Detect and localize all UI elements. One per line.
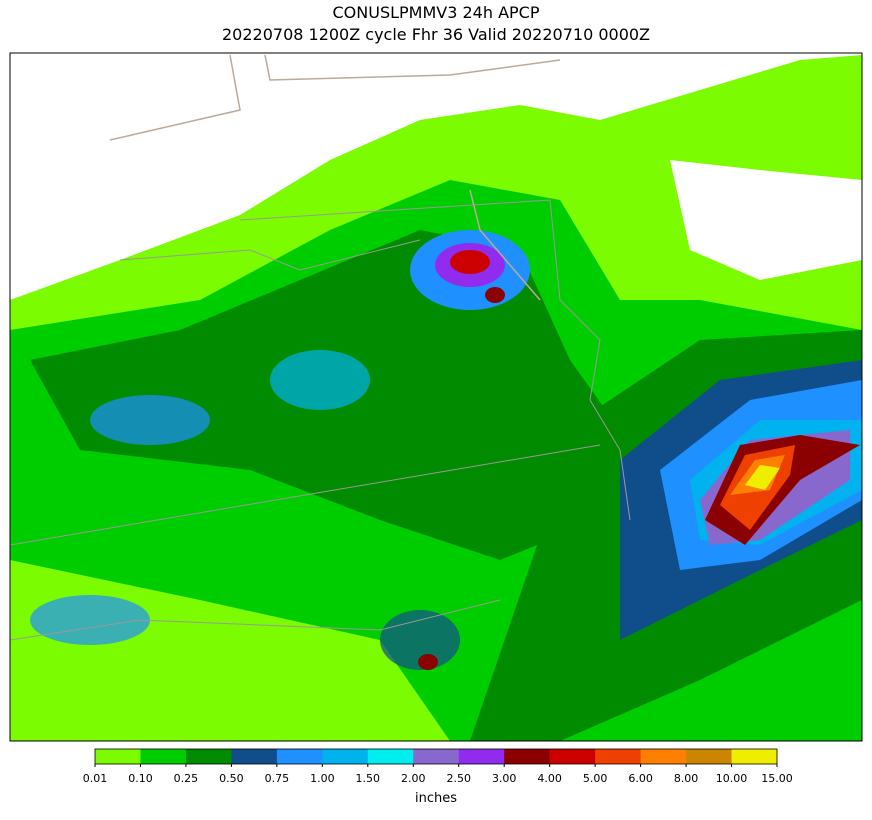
tick-label: 1.50 [356,772,381,785]
tick-label: 2.50 [446,772,471,785]
colorbar-segment [367,749,414,764]
colorbar-segment [640,749,687,764]
colorbar-segment [231,749,278,764]
colorbar-segment [686,749,733,764]
tick-label: 0.10 [128,772,153,785]
tick-label: 0.50 [219,772,244,785]
colorbar-segment [549,749,596,764]
tick-label: 3.00 [492,772,517,785]
tick-label: 4.00 [537,772,562,785]
colorbar-segment [595,749,642,764]
tick-label: 1.00 [310,772,335,785]
colorbar-segment [140,749,187,764]
tick-label: 0.75 [265,772,290,785]
tick-label: 10.00 [716,772,748,785]
colorbar-segment [276,749,323,764]
colorbar-segment [504,749,551,764]
map-subtitle: 20220708 1200Z cycle Fhr 36 Valid 202207… [222,25,650,44]
colorbar-frame [94,748,778,765]
colorbar-segment [413,749,460,764]
tick-label: 8.00 [674,772,699,785]
colorbar-segment [95,749,141,764]
tick-label: 2.00 [401,772,426,785]
colorbar-segment [731,749,778,764]
tick-label: 15.00 [761,772,793,785]
precip-map [10,53,862,741]
colorbar-segment [322,749,369,764]
map-title: CONUSLPMMV3 24h APCP [333,3,540,22]
tick-label: 6.00 [628,772,653,785]
map-frame [9,52,863,742]
colorbar-segment [185,749,232,764]
colorbar-segment [458,749,505,764]
tick-label: 5.00 [583,772,608,785]
tick-label: 0.01 [83,772,108,785]
tick-label: 0.25 [174,772,199,785]
colorbar: 0.01 0.10 0.25 0.50 0.75 1.00 1.50 2.00 2.50 3.00… [83,749,793,785]
colorbar-label: inches [415,791,457,806]
